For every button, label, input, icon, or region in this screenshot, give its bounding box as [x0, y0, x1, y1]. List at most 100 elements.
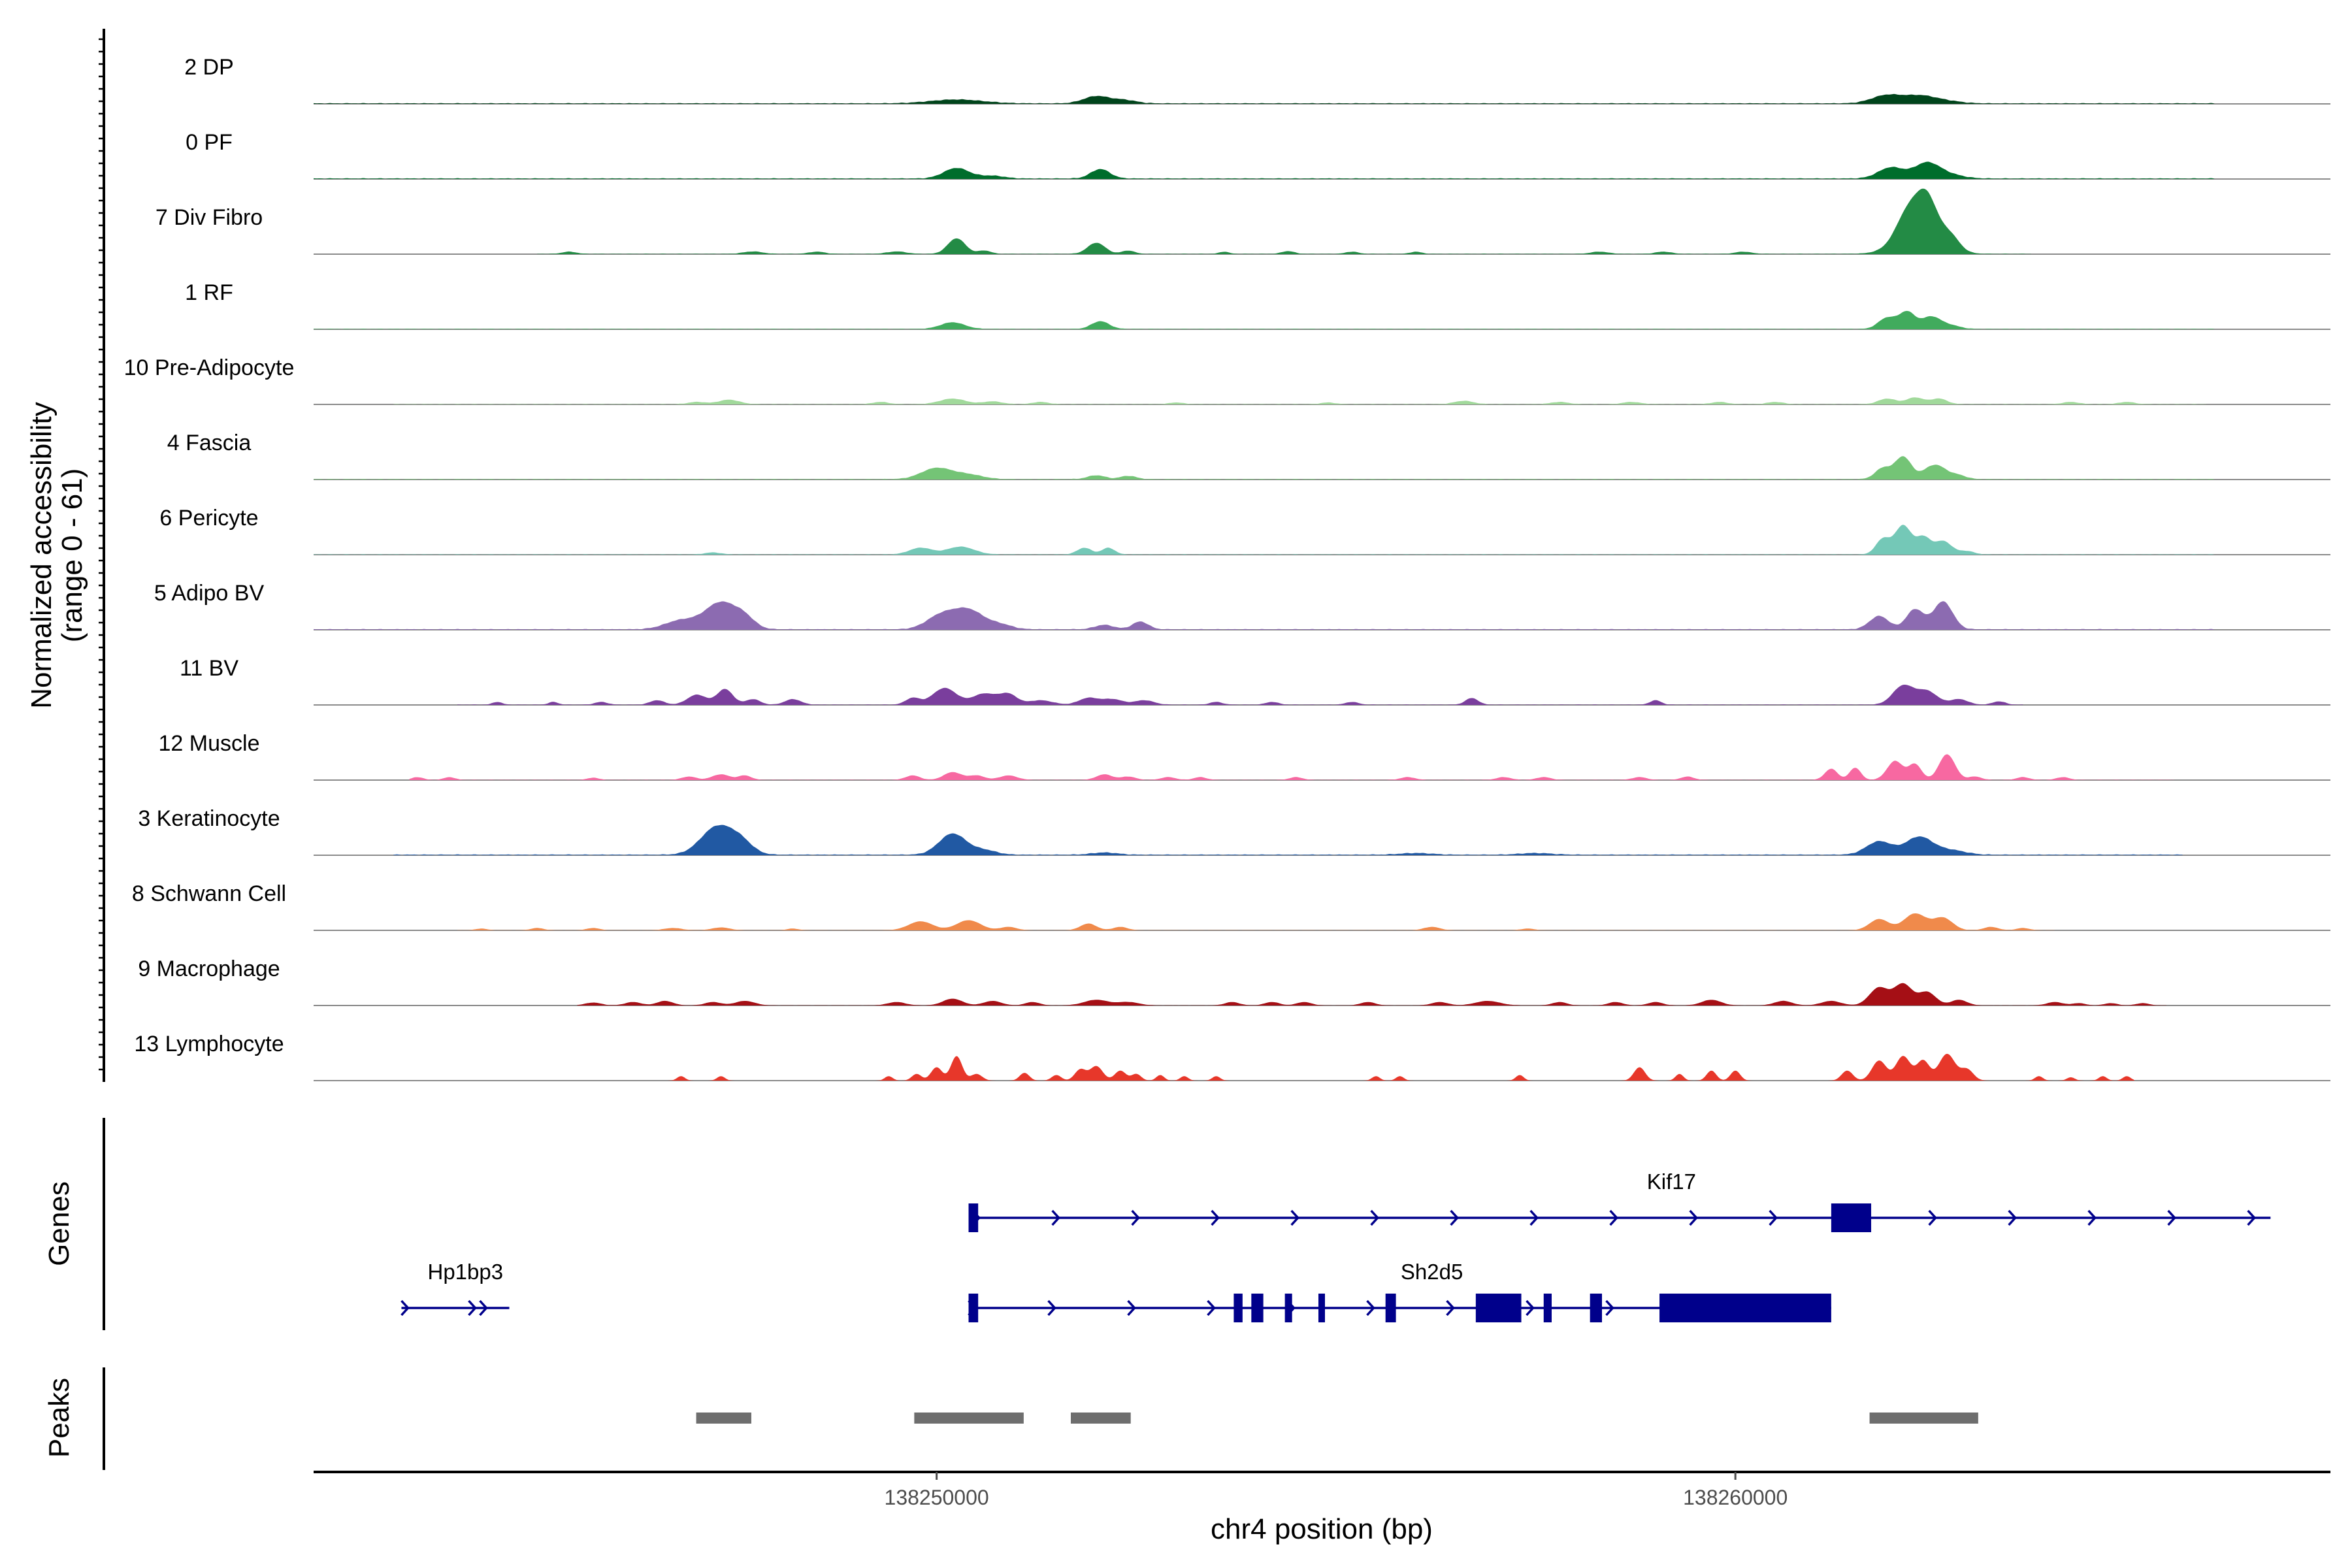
strand-arrow [2247, 1209, 2256, 1226]
track-label: 13 Lymphocyte [134, 1032, 284, 1056]
strand-arrow [2087, 1209, 2097, 1226]
track-label: 7 Div Fibro [155, 205, 263, 230]
exon [1318, 1294, 1325, 1322]
accessibility-tracks: 2 DP 0 PF 7 Div Fibro 1 RF 10 Pre-Adipocyte 4… [124, 55, 2330, 1081]
coverage-area [457, 685, 2023, 705]
track-1-rf: 1 RF [185, 280, 2330, 330]
gene-label: Sh2d5 [1401, 1260, 1463, 1284]
coverage-area [314, 310, 2215, 329]
x-axis-title: chr4 position (bp) [1211, 1513, 1433, 1545]
track-label: 10 Pre-Adipocyte [124, 355, 295, 380]
coverage-area [577, 983, 2167, 1005]
strand-arrow [1211, 1209, 1220, 1226]
track-label: 6 Pericyte [159, 506, 258, 531]
track-5-adipo-bv: 5 Adipo BV [154, 581, 2330, 630]
strand-arrow [1290, 1209, 1299, 1226]
track-11-bv: 11 BV [180, 656, 2330, 706]
strand-arrow [1207, 1299, 1216, 1316]
coverage-area [393, 397, 2207, 404]
track-label: 2 DP [184, 55, 234, 80]
strand-arrow [2008, 1209, 2017, 1226]
track-label: 9 Macrophage [138, 956, 280, 981]
strand-arrow [1131, 1209, 1140, 1226]
gene-hp1bp3: Hp1bp3 [400, 1260, 510, 1316]
track-label: 1 RF [185, 280, 233, 305]
strand-arrow [479, 1299, 488, 1316]
strand-arrow [1609, 1209, 1618, 1226]
track-7-div-fibro: 7 Div Fibro [155, 188, 2330, 255]
strand-arrow [400, 1299, 410, 1316]
strand-arrow [1605, 1299, 1614, 1316]
gene-label: Kif17 [1647, 1169, 1696, 1194]
coverage-area [314, 161, 2215, 179]
exon [968, 1203, 979, 1232]
x-axis-ticks: 138250000 138260000 [885, 1472, 1788, 1509]
track-12-muscle: 12 Muscle [159, 731, 2330, 781]
strand-arrow [468, 1299, 477, 1316]
exon [1659, 1294, 1831, 1322]
strand-arrow [1047, 1299, 1056, 1316]
gene-sh2d5: Sh2d5 [968, 1260, 1831, 1322]
exon [1543, 1294, 1552, 1322]
y-axis-title: Normalized accessibility [25, 402, 57, 708]
x-tick-label: 138250000 [885, 1486, 989, 1509]
strand-arrow [1450, 1209, 1459, 1226]
strand-arrow [1051, 1209, 1060, 1226]
strand-arrow [1689, 1209, 1698, 1226]
coverage-area [537, 188, 2031, 254]
genes-track-title: Genes [43, 1181, 75, 1266]
coverage-area [657, 1054, 2135, 1081]
x-tick-label: 138260000 [1683, 1486, 1788, 1509]
strand-arrow [1446, 1299, 1455, 1316]
exon [1475, 1294, 1522, 1322]
track-label: 0 PF [186, 130, 233, 155]
track-4-fascia: 4 Fascia [167, 431, 2330, 480]
exon [1590, 1294, 1603, 1322]
track-label: 8 Schwann Cell [132, 881, 286, 906]
coverage-area [409, 754, 2175, 780]
strand-arrow [1127, 1299, 1136, 1316]
exon [1831, 1203, 1872, 1232]
coverage-area [457, 913, 2055, 930]
strand-arrow [2167, 1209, 2176, 1226]
exon [1385, 1294, 1396, 1322]
y-axis-ticks [99, 38, 104, 1071]
peak-region [696, 1413, 751, 1424]
track-9-macrophage: 9 Macrophage [138, 956, 2330, 1006]
gene-kif17: Kif17 [968, 1169, 2271, 1232]
track-2-dp: 2 DP [184, 55, 2330, 105]
exon [1284, 1294, 1292, 1322]
strand-arrow [1769, 1209, 1778, 1226]
exon [1233, 1294, 1243, 1322]
genes-track: Kif17 Sh2d5 Hp1bp3 [400, 1169, 2271, 1322]
track-3-keratinocyte: 3 Keratinocyte [138, 806, 2330, 856]
coverage-area [314, 93, 2215, 104]
coverage-area [314, 601, 2215, 630]
peaks-track [696, 1413, 1978, 1424]
coverage-area [314, 456, 2215, 480]
track-10-pre-adipocyte: 10 Pre-Adipocyte [124, 355, 2330, 405]
strand-arrow [1928, 1209, 1937, 1226]
exon [1251, 1294, 1264, 1322]
strand-arrow [1370, 1209, 1379, 1226]
track-0-pf: 0 PF [186, 130, 2330, 180]
strand-arrow [1526, 1299, 1535, 1316]
track-label: 4 Fascia [167, 431, 252, 455]
peaks-track-title: Peaks [43, 1378, 75, 1458]
track-8-schwann-cell: 8 Schwann Cell [132, 881, 2330, 931]
coverage-area [393, 825, 2183, 855]
track-label: 11 BV [180, 656, 238, 681]
coverage-area [314, 525, 2215, 555]
track-13-lymphocyte: 13 Lymphocyte [134, 1032, 2330, 1081]
peak-region [1869, 1413, 1978, 1424]
track-6-pericyte: 6 Pericyte [159, 506, 2330, 555]
peak-region [914, 1413, 1024, 1424]
exon [968, 1294, 979, 1322]
track-label: 5 Adipo BV [154, 581, 265, 606]
strand-arrow [1366, 1299, 1375, 1316]
track-label: 12 Muscle [159, 731, 260, 756]
peak-region [1071, 1413, 1131, 1424]
track-label: 3 Keratinocyte [138, 806, 280, 831]
y-axis-range: (range 0 - 61) [56, 468, 88, 643]
